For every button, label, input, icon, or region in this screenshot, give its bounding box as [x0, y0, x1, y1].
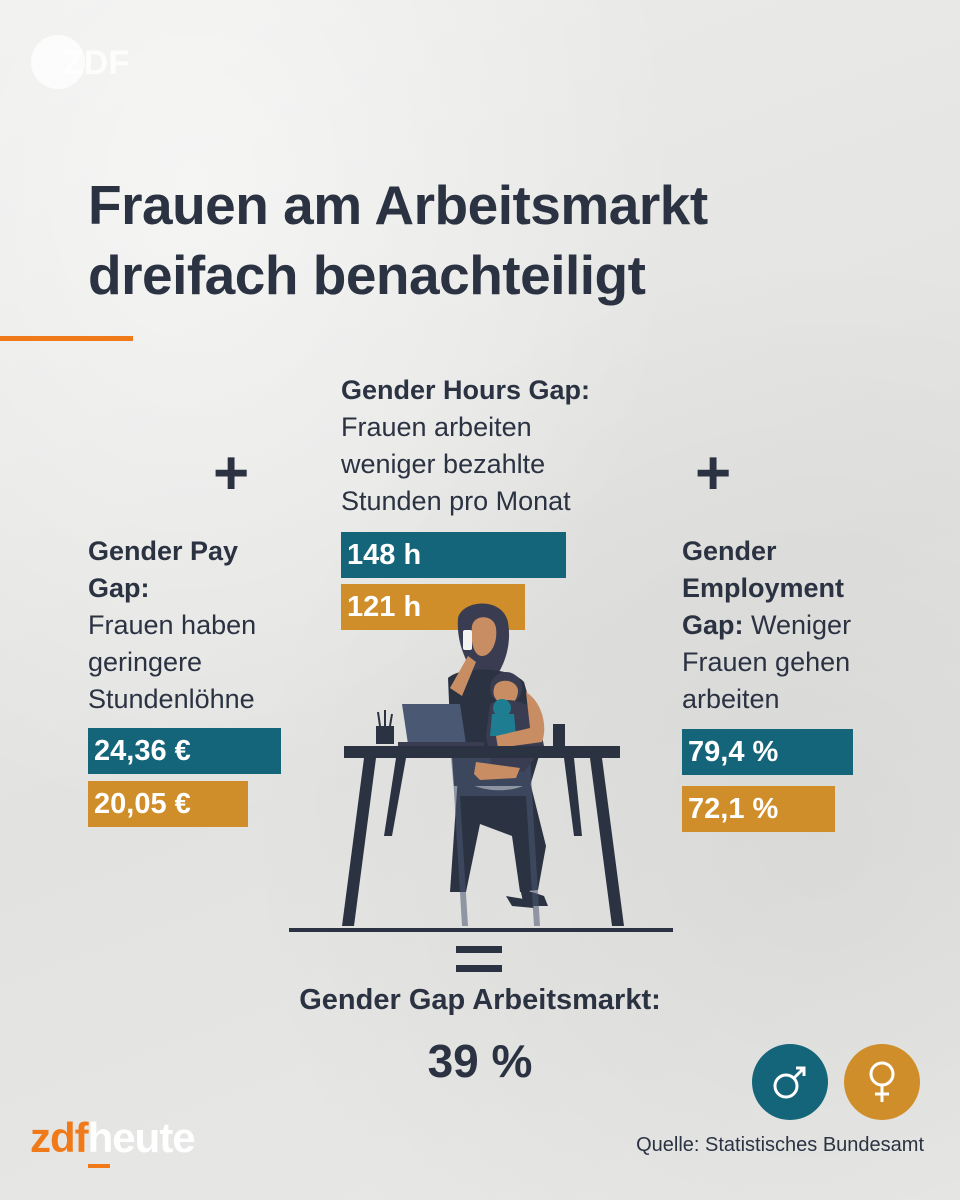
male-legend-circle [752, 1044, 828, 1120]
title-accent-rule [0, 336, 133, 341]
employment-gap-female-bar: 72,1 % [682, 786, 835, 832]
employment-gap-text-3: arbeiten [682, 684, 780, 714]
hours-gap-text-2: weniger bezahlte [341, 449, 546, 479]
employment-gap-text-1: Weniger [743, 610, 852, 640]
pay-gap-heading-1: Gender Pay [88, 536, 239, 566]
zdfheute-logo: zdfheute [30, 1114, 196, 1168]
hours-gap-male-bar: 148 h [341, 532, 566, 578]
hours-gap-label: Gender Hours Gap: Frauen arbeiten wenige… [341, 372, 641, 520]
pay-gap-heading-2: Gap: [88, 573, 150, 603]
pay-gap-female-bar: 20,05 € [88, 781, 248, 827]
title-line-2: dreifach benachteiligt [88, 244, 646, 306]
male-symbol-icon [773, 1066, 806, 1099]
source-note: Quelle: Statistisches Bundesamt [636, 1134, 924, 1156]
pay-gap-label: Gender Pay Gap: Frauen haben geringere S… [88, 533, 308, 718]
hours-gap-female-bar: 121 h [341, 584, 525, 630]
female-symbol-icon [869, 1061, 895, 1102]
zdfheute-logo-heute: heute [87, 1114, 196, 1161]
female-legend-circle [844, 1044, 920, 1120]
result-value: 39 % [427, 1035, 533, 1087]
employment-gap-heading-3: Gap: [682, 610, 744, 640]
pay-gap-text-1: Frauen haben [88, 610, 257, 640]
equals-sign [456, 946, 502, 984]
employment-gap-text-2: Frauen gehen [682, 647, 851, 677]
employment-gap-heading-2: Employment [682, 573, 845, 603]
hours-gap-text-1: Frauen arbeiten [341, 412, 532, 442]
pay-gap-text-3: Stundenlöhne [88, 684, 255, 714]
zdf-logo: ZDF [31, 35, 129, 89]
pay-gap-text-2: geringere [88, 647, 203, 677]
employment-gap-heading-1: Gender [682, 536, 777, 566]
zdf-logo-text: ZDF [63, 44, 129, 82]
title-line-1: Frauen am Arbeitsmarkt [88, 174, 708, 236]
employment-gap-male-bar: 79,4 % [682, 729, 853, 775]
page-title: Frauen am Arbeitsmarkt dreifach benachte… [88, 170, 868, 310]
plus-sign-right: + [695, 439, 732, 508]
plus-sign-left: + [213, 439, 250, 508]
employment-gap-label: Gender Employment Gap: Weniger Frauen ge… [682, 533, 922, 718]
zdfheute-logo-zdf: zdf [30, 1114, 89, 1161]
result-label: Gender Gap Arbeitsmarkt: [299, 984, 661, 1016]
hours-gap-heading: Gender Hours Gap: [341, 375, 591, 405]
pay-gap-male-bar: 24,36 € [88, 728, 281, 774]
floor-line [289, 928, 673, 932]
woman-with-child-at-desk-illustration [342, 603, 624, 926]
hours-gap-text-3: Stunden pro Monat [341, 486, 571, 516]
